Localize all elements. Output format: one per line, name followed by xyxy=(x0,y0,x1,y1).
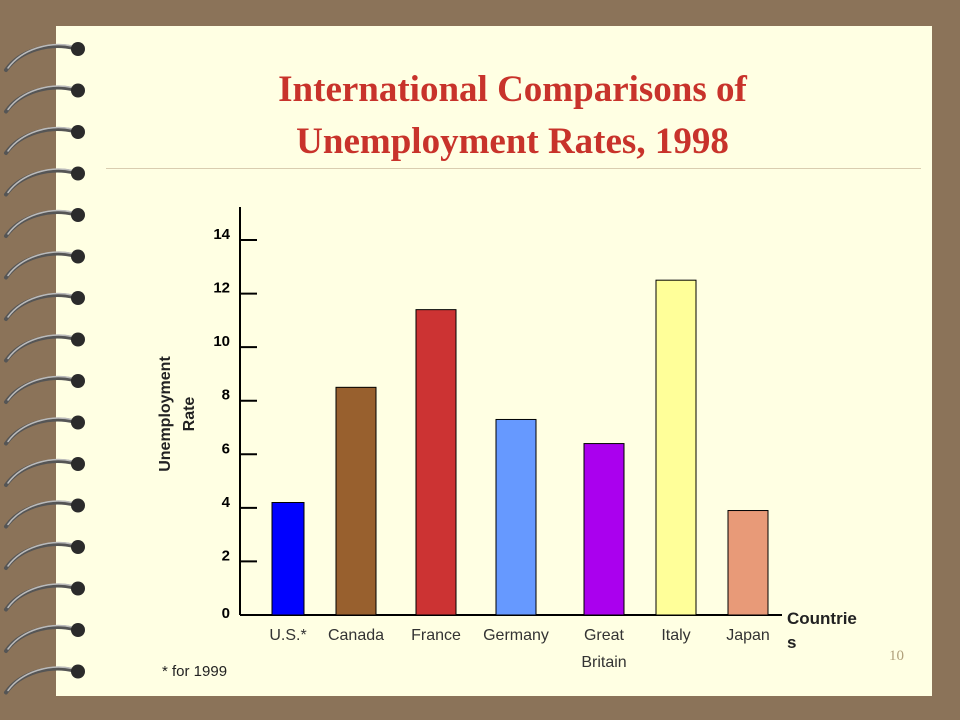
binding-ring xyxy=(4,249,85,280)
binding-ring xyxy=(4,166,85,197)
binding-ring xyxy=(4,208,85,238)
chart-title-line-1: International Comparisons of xyxy=(278,69,747,110)
bar xyxy=(415,309,457,616)
y-tick-label: 12 xyxy=(213,280,230,297)
spiral-binding xyxy=(4,42,85,695)
binding-hole xyxy=(71,581,85,596)
binding-wire-highlight xyxy=(7,209,73,235)
x-tick-label: Germany xyxy=(483,627,549,644)
binding-hole xyxy=(71,208,85,222)
binding-hole xyxy=(71,332,85,347)
y-tick-label: 8 xyxy=(222,387,230,404)
binding-wire-highlight xyxy=(7,541,73,567)
binding-wire-highlight xyxy=(7,458,73,484)
chart-title-line-2: Unemployment Rates, 1998 xyxy=(296,121,729,162)
binding-ring xyxy=(4,374,85,404)
y-tick-label: 10 xyxy=(213,333,230,350)
binding-hole xyxy=(71,498,85,513)
bar xyxy=(727,510,769,616)
binding-wire-highlight xyxy=(7,251,73,277)
x-tick-label: France xyxy=(411,627,461,644)
binding-ring xyxy=(4,332,85,363)
binding-hole xyxy=(71,374,85,388)
bar xyxy=(583,443,625,616)
y-axis-title-line: Rate xyxy=(181,397,198,432)
binding-hole xyxy=(71,664,85,679)
binding-wire-highlight xyxy=(7,583,73,609)
binding-wire-highlight xyxy=(7,85,73,111)
chart-title: International Comparisons of Unemploymen… xyxy=(140,64,885,168)
binding-wire-highlight xyxy=(7,126,73,152)
binding-wire-highlight xyxy=(7,666,73,692)
x-axis-title: Countrie s xyxy=(787,607,887,655)
binding-hole xyxy=(71,291,85,305)
binding-hole xyxy=(71,83,85,98)
binding-wire-highlight xyxy=(7,500,73,526)
binding-ring xyxy=(4,457,85,487)
y-axis-title: Unemployment Rate xyxy=(157,356,198,472)
binding-wire-highlight xyxy=(7,292,73,318)
binding-hole xyxy=(71,540,85,554)
y-tick-label: 6 xyxy=(222,440,230,457)
y-tick-label: 0 xyxy=(222,605,230,622)
footnote: * for 1999 xyxy=(162,663,228,680)
y-tick-label: 2 xyxy=(222,547,230,564)
x-tick-label: U.S.* xyxy=(269,627,306,644)
binding-wire-highlight xyxy=(7,334,73,360)
binding-ring xyxy=(4,415,85,446)
binding-ring xyxy=(4,581,85,612)
binding-hole xyxy=(71,457,85,471)
binding-ring xyxy=(4,540,85,570)
bar xyxy=(335,386,377,616)
page-number: 10 xyxy=(889,648,904,664)
x-axis-title-line-1: Countrie xyxy=(787,609,857,628)
title-divider xyxy=(106,168,921,169)
binding-ring xyxy=(4,664,85,695)
binding-wire-highlight xyxy=(7,168,73,194)
binding-ring xyxy=(4,83,85,114)
binding-ring xyxy=(4,498,85,529)
binding-wire-highlight xyxy=(7,417,73,443)
binding-hole xyxy=(71,249,85,264)
y-tick-label: 14 xyxy=(213,226,230,243)
bar xyxy=(655,279,697,616)
binding-hole xyxy=(71,415,85,430)
binding-wire-highlight xyxy=(7,624,73,650)
bar xyxy=(271,502,305,616)
bar xyxy=(495,418,537,616)
x-tick-label: Canada xyxy=(328,627,384,644)
binding-ring xyxy=(4,291,85,321)
x-tick-label: Italy xyxy=(661,627,690,644)
binding-hole xyxy=(71,42,85,56)
x-tick-label: Britain xyxy=(581,654,626,671)
binding-hole xyxy=(71,166,85,181)
y-axis-title-line: Unemployment xyxy=(157,356,174,472)
x-tick-label: Japan xyxy=(726,627,770,644)
x-tick-label: Great xyxy=(584,627,625,644)
y-tick-label: 4 xyxy=(222,494,231,511)
slide-background xyxy=(56,26,932,696)
binding-hole xyxy=(71,125,85,139)
binding-hole xyxy=(71,623,85,637)
binding-ring xyxy=(4,42,85,72)
x-axis-title-line-2: s xyxy=(787,633,797,652)
binding-ring xyxy=(4,125,85,155)
binding-wire-highlight xyxy=(7,375,73,401)
binding-wire-highlight xyxy=(7,43,73,69)
binding-ring xyxy=(4,623,85,653)
